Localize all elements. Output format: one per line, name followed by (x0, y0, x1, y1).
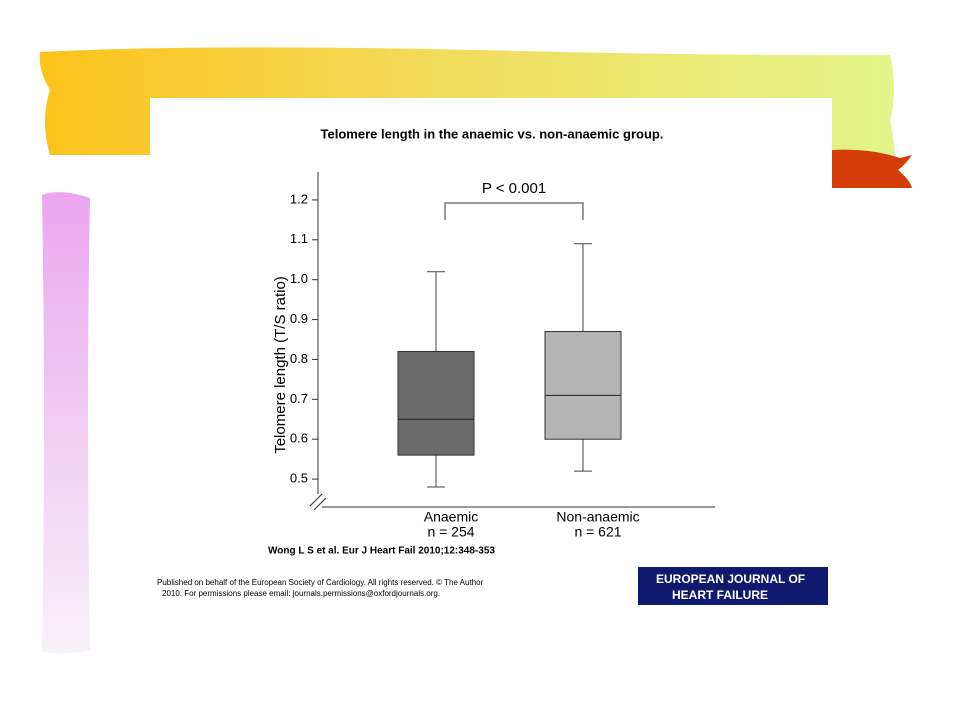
banner-tab (832, 149, 912, 188)
y-tick-label: 1.2 (290, 191, 308, 206)
n-label: n = 621 (574, 524, 621, 540)
n-label: n = 254 (427, 524, 474, 540)
y-tick-label: 1.1 (290, 231, 308, 246)
y-tick-label: 0.8 (290, 351, 308, 366)
y-tick-label: 1.0 (290, 271, 308, 286)
footer-line: 2010. For permissions please email: jour… (162, 589, 440, 598)
chart-title: Telomere length in the anaemic vs. non-a… (321, 126, 664, 141)
journal-logo (638, 567, 828, 605)
banner (39, 47, 895, 155)
y-axis-label: Telomere length (T/S ratio) (272, 276, 289, 454)
p-value: P < 0.001 (482, 180, 546, 197)
logo-text: EUROPEAN JOURNAL OF (656, 572, 805, 586)
x-tick-label: Anaemic (424, 509, 478, 525)
logo-text: HEART FAILURE (672, 588, 768, 602)
bracket (444, 202, 584, 220)
y-tick-label: 0.6 (290, 431, 308, 446)
x-tick-label: Non-anaemic (556, 509, 639, 525)
box (544, 331, 622, 440)
box (397, 350, 475, 456)
citation: Wong L S et al. Eur J Heart Fail 2010;12… (268, 546, 495, 557)
y-tick-label: 0.9 (290, 311, 308, 326)
side-strip (42, 192, 90, 654)
footer-line: Published on behalf of the European Soci… (157, 578, 484, 587)
axis-break (309, 493, 327, 511)
y-tick-label: 0.7 (290, 391, 308, 406)
y-tick-label: 0.5 (290, 471, 308, 486)
